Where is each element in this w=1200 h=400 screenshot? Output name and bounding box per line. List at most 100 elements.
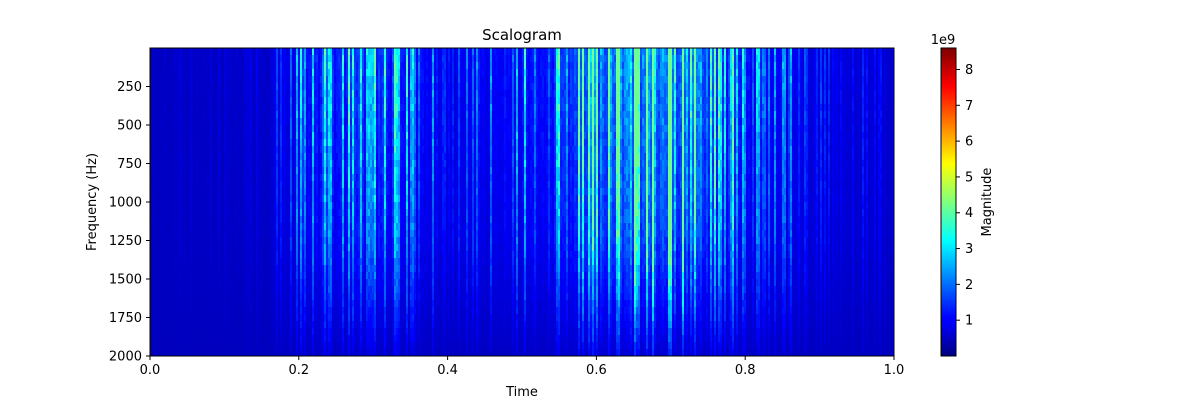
heatmap-cell [202, 265, 205, 273]
heatmap-cell [310, 251, 313, 259]
heatmap-cell [204, 286, 207, 294]
heatmap-cell [264, 104, 267, 112]
heatmap-cell [204, 132, 207, 140]
heatmap-cell [232, 216, 235, 224]
heatmap-cell [270, 349, 273, 356]
heatmap-cell [232, 62, 235, 70]
heatmap-cell [340, 181, 343, 189]
heatmap-cell [246, 55, 249, 63]
heatmap-cell [188, 293, 191, 301]
heatmap-cell [362, 244, 365, 252]
heatmap-cell [180, 62, 183, 70]
heatmap-cell [178, 195, 181, 203]
heatmap-cell [200, 223, 203, 231]
heatmap-cell [304, 188, 307, 196]
heatmap-cell [222, 111, 225, 119]
heatmap-cell [290, 300, 293, 308]
heatmap-cell [374, 174, 377, 182]
heatmap-cell [178, 118, 181, 126]
heatmap-cell [300, 48, 303, 56]
heatmap-cell [160, 125, 163, 133]
heatmap-cell [360, 293, 363, 301]
heatmap-cell [316, 69, 319, 77]
heatmap-cell [186, 125, 189, 133]
heatmap-cell [184, 293, 187, 301]
heatmap-cell [228, 265, 231, 273]
heatmap-cell [292, 174, 295, 182]
heatmap-cell [310, 55, 313, 63]
heatmap-cell [222, 153, 225, 161]
heatmap-cell [258, 97, 261, 105]
heatmap-cell [338, 83, 341, 91]
heatmap-cell [302, 153, 305, 161]
heatmap-cell [164, 335, 167, 343]
heatmap-cell [164, 132, 167, 140]
heatmap-cell [172, 209, 175, 217]
heatmap-cell [268, 265, 271, 273]
heatmap-cell [196, 223, 199, 231]
heatmap-cell [210, 83, 213, 91]
heatmap-cell [168, 174, 171, 182]
heatmap-cell [352, 160, 355, 168]
heatmap-cell [222, 139, 225, 147]
heatmap-cell [246, 48, 249, 56]
heatmap-cell [318, 90, 321, 98]
heatmap-cell [300, 167, 303, 175]
heatmap-cell [352, 321, 355, 329]
heatmap-cell [346, 48, 349, 56]
heatmap-cell [292, 160, 295, 168]
heatmap-cell [228, 279, 231, 287]
heatmap-cell [220, 258, 223, 266]
heatmap-cell [338, 118, 341, 126]
heatmap-cell [256, 314, 259, 322]
heatmap-cell [348, 174, 351, 182]
heatmap-cell [282, 335, 285, 343]
heatmap-cell [328, 153, 331, 161]
heatmap-cell [332, 174, 335, 182]
heatmap-cell [220, 314, 223, 322]
heatmap-cell [242, 132, 245, 140]
heatmap-cell [236, 349, 239, 356]
heatmap-cell [258, 286, 261, 294]
heatmap-cell [222, 195, 225, 203]
heatmap-cell [274, 202, 277, 210]
heatmap-cell [354, 118, 357, 126]
heatmap-cell [352, 188, 355, 196]
heatmap-cell [202, 251, 205, 259]
heatmap-cell [276, 223, 279, 231]
heatmap-cell [192, 62, 195, 70]
heatmap-cell [320, 118, 323, 126]
heatmap-cell [338, 160, 341, 168]
heatmap-cell [242, 55, 245, 63]
heatmap-cell [242, 300, 245, 308]
heatmap-cell [200, 181, 203, 189]
heatmap-cell [368, 237, 371, 245]
heatmap-cell [326, 328, 329, 336]
heatmap-cell [326, 153, 329, 161]
heatmap-cell [292, 272, 295, 280]
heatmap-cell [324, 62, 327, 70]
heatmap-cell [242, 83, 245, 91]
heatmap-cell [272, 153, 275, 161]
heatmap-cell [276, 174, 279, 182]
heatmap-cell [314, 321, 317, 329]
heatmap-cell [186, 265, 189, 273]
heatmap-cell [224, 307, 227, 315]
heatmap-cell [260, 69, 263, 77]
heatmap-cell [280, 153, 283, 161]
heatmap-cell [210, 244, 213, 252]
heatmap-cell [212, 258, 215, 266]
heatmap-cell [340, 125, 343, 133]
heatmap-cell [204, 300, 207, 308]
heatmap-cell [188, 97, 191, 105]
heatmap-cell [232, 139, 235, 147]
heatmap-cell [344, 272, 347, 280]
heatmap-cell [274, 62, 277, 70]
heatmap-cell [358, 139, 361, 147]
heatmap-cell [260, 132, 263, 140]
heatmap-cell [296, 328, 299, 336]
heatmap-cell [292, 230, 295, 238]
heatmap-cell [322, 237, 325, 245]
heatmap-cell [218, 48, 221, 56]
heatmap-cell [374, 83, 377, 91]
